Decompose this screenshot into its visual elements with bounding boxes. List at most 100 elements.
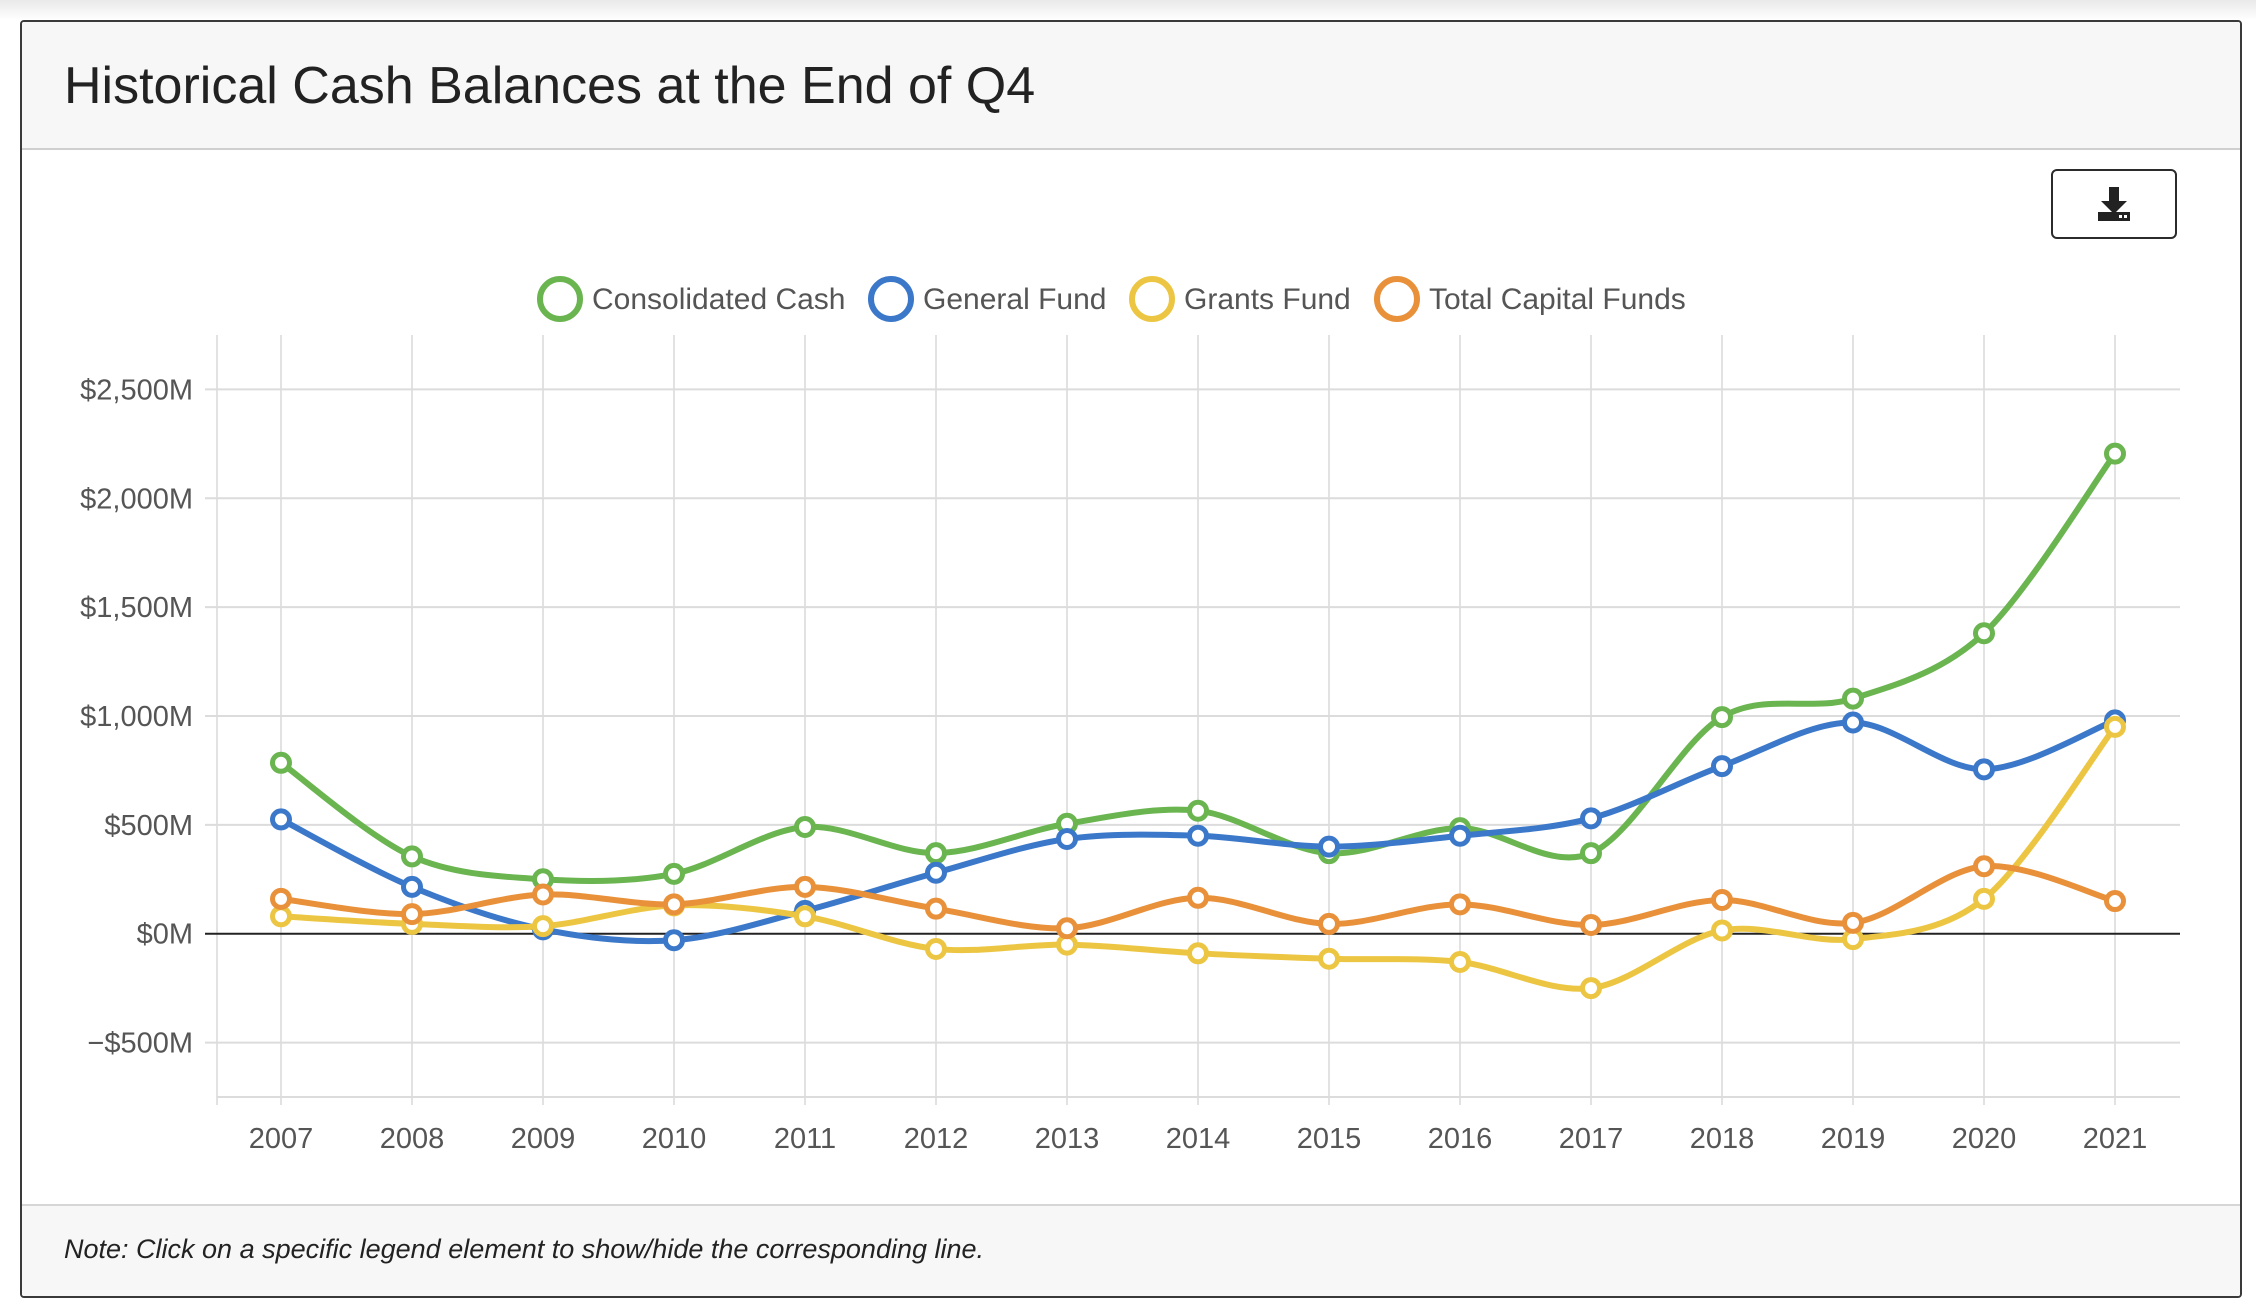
data-point	[2104, 890, 2126, 913]
x-tick-label: 2021	[2083, 1123, 2148, 1155]
card-footer: Note: Click on a specific legend element…	[22, 1204, 2240, 1296]
data-point	[1580, 977, 1602, 1000]
data-point	[663, 862, 685, 885]
data-point	[270, 887, 292, 910]
data-point	[925, 897, 947, 920]
data-point	[1318, 912, 1340, 935]
x-tick-label: 2018	[1690, 1123, 1755, 1155]
data-point	[2104, 715, 2126, 738]
data-point	[663, 929, 685, 952]
data-point	[401, 875, 423, 898]
data-point	[532, 883, 554, 906]
x-tick-label: 2014	[1166, 1123, 1231, 1155]
x-tick-label: 2020	[1952, 1123, 2017, 1155]
legend-item-total-capital-funds[interactable]: Total Capital Funds	[1374, 276, 1686, 322]
legend-item-consolidated-cash[interactable]: Consolidated Cash	[537, 276, 846, 322]
legend-label: Consolidated Cash	[592, 283, 846, 316]
data-point	[1580, 842, 1602, 865]
data-point	[1580, 914, 1602, 937]
data-point	[1449, 951, 1471, 974]
download-icon	[2098, 187, 2130, 221]
legend-marker-icon	[1129, 276, 1175, 322]
legend-marker-icon	[537, 276, 583, 322]
data-point	[1842, 711, 1864, 734]
data-point	[1449, 824, 1471, 847]
data-point	[1580, 807, 1602, 830]
y-tick-label: $500M	[104, 810, 193, 842]
data-point	[1711, 919, 1733, 942]
x-tick-label: 2010	[642, 1123, 707, 1155]
footer-note: Note: Click on a specific legend element…	[64, 1234, 985, 1264]
legend-item-grants-fund[interactable]: Grants Fund	[1129, 276, 1351, 322]
data-point	[794, 875, 816, 898]
data-point	[270, 751, 292, 774]
chart-card: Historical Cash Balances at the End of Q…	[20, 20, 2242, 1298]
y-tick-label: $1,000M	[80, 701, 193, 733]
legend-marker-icon	[868, 276, 914, 322]
data-point	[794, 905, 816, 928]
data-point	[401, 903, 423, 926]
series-line	[278, 450, 2118, 884]
data-point	[1973, 855, 1995, 878]
data-point	[925, 842, 947, 865]
chart-legend[interactable]: Consolidated Cash General Fund Grants Fund…	[537, 276, 1686, 322]
x-tick-label: 2017	[1559, 1123, 1624, 1155]
y-tick-label: $0M	[137, 919, 193, 951]
y-tick-label: −$500M	[87, 1028, 193, 1060]
data-point	[1973, 758, 1995, 781]
download-button[interactable]	[2051, 169, 2177, 239]
data-point	[925, 861, 947, 884]
data-point	[1187, 942, 1209, 965]
data-point	[270, 905, 292, 928]
page-title: Historical Cash Balances at the End of Q…	[64, 57, 1036, 115]
x-tick-label: 2008	[380, 1123, 445, 1155]
legend-label: Grants Fund	[1184, 283, 1351, 316]
y-tick-label: $1,500M	[80, 592, 193, 624]
legend-label: General Fund	[923, 283, 1106, 316]
data-point	[532, 915, 554, 938]
y-tick-label: $2,500M	[80, 374, 193, 406]
data-point	[1318, 835, 1340, 858]
card-header: Historical Cash Balances at the End of Q…	[22, 22, 2240, 150]
legend-label: Total Capital Funds	[1429, 283, 1686, 316]
data-point	[1842, 911, 1864, 934]
x-tick-label: 2019	[1821, 1123, 1886, 1155]
series-grants-fund	[270, 715, 2126, 1000]
legend-item-general-fund[interactable]: General Fund	[868, 276, 1106, 322]
data-point	[1056, 828, 1078, 851]
chart-axes: −$500M $0M $500M $1,000M $1,500M $2,000M $2,50…	[80, 374, 2180, 1155]
x-tick-label: 2015	[1297, 1123, 1362, 1155]
chart-series	[270, 442, 2126, 1000]
x-tick-label: 2009	[511, 1123, 576, 1155]
y-tick-label: $2,000M	[80, 483, 193, 515]
data-point	[1449, 893, 1471, 916]
data-point	[794, 816, 816, 839]
x-tick-label: 2011	[774, 1123, 836, 1155]
data-point	[1318, 947, 1340, 970]
series-consolidated-cash	[270, 442, 2126, 891]
data-point	[1187, 886, 1209, 909]
series-total-capital-funds	[270, 855, 2126, 940]
data-point	[1187, 824, 1209, 847]
legend-marker-icon	[1374, 276, 1420, 322]
data-point	[401, 845, 423, 868]
data-point	[270, 808, 292, 831]
data-point	[1973, 622, 1995, 645]
data-point	[1711, 888, 1733, 911]
x-tick-label: 2007	[249, 1123, 314, 1155]
data-point	[663, 893, 685, 916]
data-point	[1973, 887, 1995, 910]
data-point	[1711, 706, 1733, 729]
data-point	[2104, 442, 2126, 465]
data-point	[925, 937, 947, 960]
x-tick-label: 2012	[904, 1123, 969, 1155]
data-point	[1842, 687, 1864, 710]
data-point	[1056, 917, 1078, 940]
page-top-shade	[0, 0, 2256, 20]
x-tick-label: 2013	[1035, 1123, 1100, 1155]
x-tick-label: 2016	[1428, 1123, 1493, 1155]
chart-grid	[205, 335, 2180, 1105]
data-point	[1187, 799, 1209, 822]
data-point	[1711, 755, 1733, 778]
